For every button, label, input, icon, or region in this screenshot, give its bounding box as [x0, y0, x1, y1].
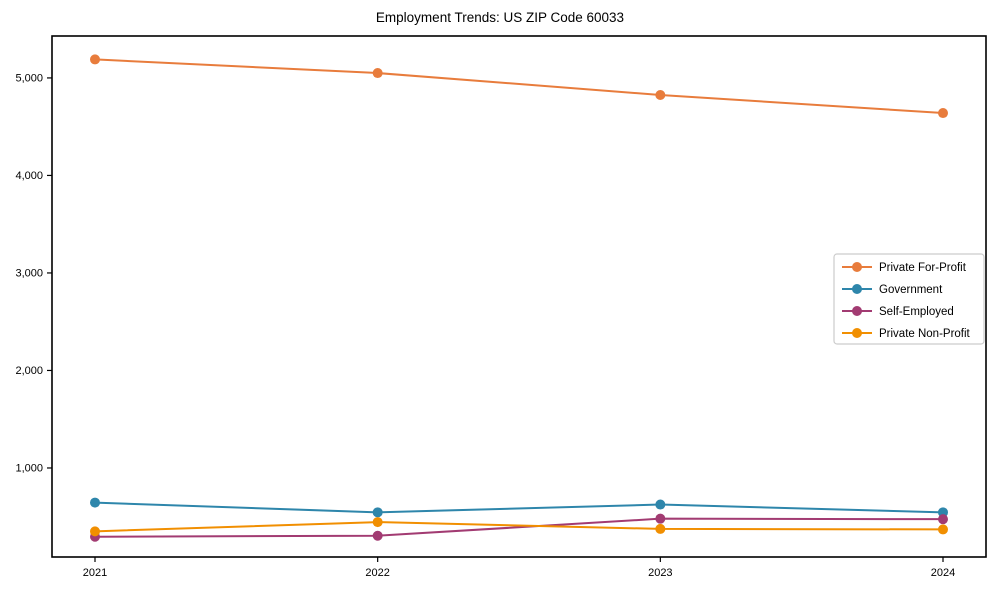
x-tick-label: 2024	[931, 567, 955, 579]
legend-marker-government	[852, 284, 862, 294]
y-tick-label: 4,000	[15, 170, 43, 182]
data-point-private-non-profit	[655, 523, 666, 534]
data-point-private-for-profit	[90, 54, 100, 65]
legend-label-government: Government	[879, 284, 943, 296]
y-tick-label: 3,000	[15, 267, 43, 279]
y-tick-label: 5,000	[15, 72, 43, 84]
data-point-self-employed	[655, 513, 666, 524]
data-point-self-employed	[938, 514, 948, 525]
series-line-self-employed	[94, 517, 944, 538]
data-point-government	[372, 507, 383, 518]
data-point-private-non-profit	[372, 517, 383, 528]
series-line-government	[94, 501, 944, 514]
series-line-private-for-profit	[94, 58, 944, 115]
data-point-private-non-profit	[938, 524, 948, 535]
legend-marker-self-employed	[852, 306, 862, 316]
legend-box	[833, 253, 985, 345]
plot-area: 1,000 2,000 3,000 4,000 5,000 2021 2022 2023 202…	[15, 35, 987, 579]
plot-border	[51, 35, 987, 558]
legend-label-private-non-profit: Private Non-Profit	[879, 328, 971, 340]
y-tick-label: 1,000	[15, 462, 43, 474]
data-point-government	[655, 499, 666, 510]
data-point-private-for-profit	[655, 89, 666, 100]
data-point-government	[90, 497, 100, 508]
legend-label-self-employed: Self-Employed	[879, 306, 954, 318]
data-point-private-non-profit	[90, 526, 100, 537]
legend-marker-private-non-profit	[852, 328, 862, 338]
x-tick-label: 2023	[648, 567, 672, 579]
data-point-self-employed	[372, 530, 383, 541]
series-line-private-non-profit	[94, 521, 944, 533]
data-point-private-for-profit	[938, 108, 948, 119]
x-tick-label: 2022	[365, 567, 389, 579]
legend-marker-private-for-profit	[852, 262, 862, 272]
chart-title: Employment Trends: US ZIP Code 60033	[376, 10, 624, 25]
data-point-private-for-profit	[372, 68, 383, 79]
x-tick-label: 2021	[83, 567, 107, 579]
legend-label-private-for-profit: Private For-Profit	[879, 262, 967, 274]
y-tick-label: 2,000	[15, 365, 43, 377]
